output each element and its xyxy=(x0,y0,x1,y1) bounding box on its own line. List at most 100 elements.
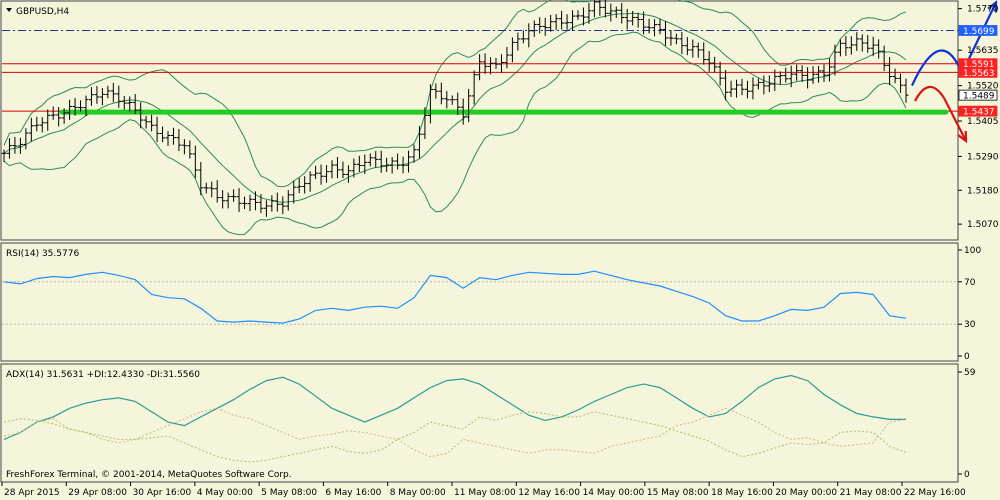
time-tick-label: 28 Apr 2015 xyxy=(4,488,60,498)
ohlc-bar xyxy=(876,39,882,59)
forecast-down-arrowhead xyxy=(957,130,968,144)
ohlc-bar xyxy=(105,85,111,99)
price-axis: 1.5770 1.5635 1.5520 1.5405 1.5290 1.5180 1.50… xyxy=(958,5,999,230)
ohlc-bar xyxy=(236,188,242,212)
di-minus-line xyxy=(3,407,907,458)
ohlc-bar xyxy=(438,82,444,105)
ohlc-bar xyxy=(695,42,701,58)
bollinger-upper-line xyxy=(3,0,907,188)
ohlc-bar xyxy=(466,88,472,123)
ohlc-bar xyxy=(334,157,340,179)
price-level-label: 1.5563 xyxy=(963,69,995,79)
time-tick-label: 20 May 00:00 xyxy=(775,488,837,498)
chart-menu-icon[interactable] xyxy=(6,8,12,12)
ohlc-bar xyxy=(471,70,477,105)
time-tick-label: 18 May 16:00 xyxy=(711,488,773,498)
ohlc-bar xyxy=(318,164,324,185)
ohlc-bar xyxy=(252,191,258,211)
ohlc-bar xyxy=(706,51,712,72)
ohlc-bar xyxy=(274,192,280,212)
ohlc-bar xyxy=(444,91,450,109)
ohlc-bar xyxy=(734,79,740,98)
ohlc-bar xyxy=(198,161,204,196)
ohlc-bar xyxy=(788,65,794,88)
ohlc-bar xyxy=(406,150,412,173)
bollinger-middle-line xyxy=(3,12,907,203)
ohlc-bar xyxy=(865,35,871,53)
time-tick-label: 22 May 16:00 xyxy=(904,488,966,498)
ohlc-bar xyxy=(203,182,209,194)
ohlc-bar xyxy=(515,32,521,51)
ohlc-bar xyxy=(548,14,554,32)
ohlc-bar xyxy=(586,2,592,24)
ohlc-bar xyxy=(247,194,253,212)
time-tick-label: 6 May 16:00 xyxy=(325,488,381,498)
copyright-text: FreshForex Terminal, © 2001-2014, MetaQu… xyxy=(6,470,292,480)
ohlc-bar xyxy=(673,33,679,45)
ohlc-bar xyxy=(416,126,422,159)
ohlc-bar xyxy=(837,39,843,57)
price-level-badge xyxy=(958,89,998,101)
bollinger-lower-line xyxy=(3,31,907,236)
ohlc-bar xyxy=(389,157,395,174)
ohlc-bar xyxy=(624,8,630,30)
ohlc-bar xyxy=(160,126,166,143)
adx-panel: 59 0 xyxy=(3,368,976,480)
ohlc-bar xyxy=(170,127,176,145)
ohlc-bar xyxy=(744,80,750,99)
ohlc-bar xyxy=(351,158,357,178)
rsi-panel: 100 70 30 0 xyxy=(2,246,981,362)
price-tick-label: 1.5180 xyxy=(967,186,999,196)
price-level-badge xyxy=(958,66,998,78)
ohlc-bar xyxy=(898,73,904,94)
ohlc-bar xyxy=(132,93,138,114)
ohlc-bar xyxy=(903,78,909,103)
time-tick-label: 11 May 08:00 xyxy=(454,488,516,498)
ohlc-bar xyxy=(761,75,767,95)
ohlc-bar xyxy=(662,20,668,46)
ohlc-bar xyxy=(848,36,854,55)
ohlc-bar xyxy=(449,95,455,105)
ohlc-bar xyxy=(138,102,144,129)
ohlc-bar xyxy=(34,116,40,132)
ohlc-bar xyxy=(384,157,390,172)
ohlc-bar xyxy=(870,36,876,57)
ohlc-bar xyxy=(810,66,816,84)
ohlc-bar xyxy=(433,83,439,99)
ohlc-bar xyxy=(488,57,494,75)
ohlc-bar xyxy=(717,61,723,86)
time-tick-label: 21 May 08:00 xyxy=(840,488,902,498)
ohlc-bar xyxy=(67,99,73,120)
ohlc-bar xyxy=(214,180,220,203)
ohlc-bar xyxy=(263,200,269,217)
ohlc-bar xyxy=(78,100,84,112)
ohlc-bar xyxy=(892,68,898,84)
ohlc-bar xyxy=(816,65,822,83)
ohlc-bar xyxy=(181,139,187,155)
ohlc-bar xyxy=(121,95,127,110)
ohlc-bar xyxy=(477,54,483,81)
ohlc-bar xyxy=(630,10,636,26)
ohlc-bar xyxy=(269,195,275,212)
ohlc-bar xyxy=(580,7,586,26)
ohlc-bar xyxy=(553,14,559,31)
ohlc-bar xyxy=(652,19,658,37)
ohlc-bar xyxy=(750,77,756,100)
ohlc-bar xyxy=(608,3,614,22)
ohlc-bar xyxy=(712,56,718,73)
ohlc-bar xyxy=(72,97,78,116)
time-tick-label: 14 May 00:00 xyxy=(583,488,645,498)
ohlc-bar xyxy=(455,92,461,115)
ohlc-bar xyxy=(192,145,198,179)
rsi-tick-label: 70 xyxy=(964,278,976,288)
time-tick-label: 12 May 16:00 xyxy=(518,488,580,498)
price-level-label: 1.5699 xyxy=(963,27,995,37)
ohlc-bar xyxy=(542,17,548,36)
ohlc-bar xyxy=(613,6,619,18)
price-level-label: 1.5591 xyxy=(963,60,995,70)
adx-tick-label: 0 xyxy=(964,470,970,480)
ohlc-bar xyxy=(602,0,608,18)
price-level-label: 1.5437 xyxy=(963,108,995,118)
price-tick-label: 1.5290 xyxy=(967,152,999,162)
